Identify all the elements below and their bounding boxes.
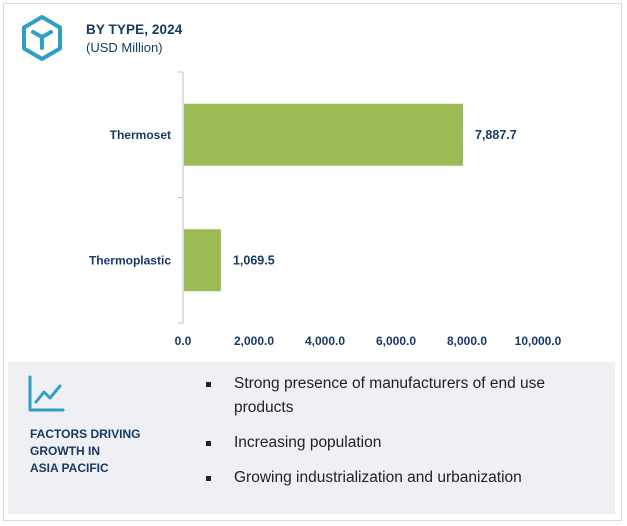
factor-item: Increasing population [206,431,586,455]
x-tick-label: 8,000.0 [447,334,487,348]
factor-item: Strong presence of manufacturers of end … [206,372,586,420]
bar-chart: 0.0 2,000.0 4,000.0 6,000.0 8,000.0 10,000.0 T… [89,71,562,348]
bar [184,103,464,166]
line-chart-icon [28,375,65,412]
bullet-icon [206,476,211,481]
factor-item: Growing industrialization and urbanizati… [206,466,586,490]
category-label: Thermoplastic [89,253,171,267]
x-tick-label: 6,000.0 [376,334,416,348]
x-tick-label: 2,000.0 [234,334,274,348]
factor-text: Strong presence of manufacturers of end … [234,375,546,416]
factors-title-line: GROWTH IN [30,444,100,458]
factors-title-line: FACTORS DRIVING [30,427,141,441]
bullet-icon [206,382,211,387]
factors-list: Strong presence of manufacturers of end … [206,372,586,501]
x-tick-label: 0.0 [175,334,192,348]
hexagon-cube-icon [22,15,62,61]
factor-text: Growing industrialization and urbanizati… [234,469,522,486]
category-label: Thermoset [110,128,171,142]
x-tick-label: 10,000.0 [515,334,562,348]
bar [184,229,221,292]
chart-title: BY TYPE, 2024 [86,22,183,37]
x-tick-label: 4,000.0 [305,334,345,348]
chart-subtitle: (USD Million) [86,40,163,55]
factors-panel: FACTORS DRIVING GROWTH IN ASIA PACIFIC S… [8,362,615,514]
bullet-icon [206,441,211,446]
factors-title: FACTORS DRIVING GROWTH IN ASIA PACIFIC [30,426,180,477]
factors-title-line: ASIA PACIFIC [30,461,109,475]
factor-text: Increasing population [234,434,382,451]
value-label: 1,069.5 [233,253,275,267]
value-label: 7,887.7 [475,128,517,142]
